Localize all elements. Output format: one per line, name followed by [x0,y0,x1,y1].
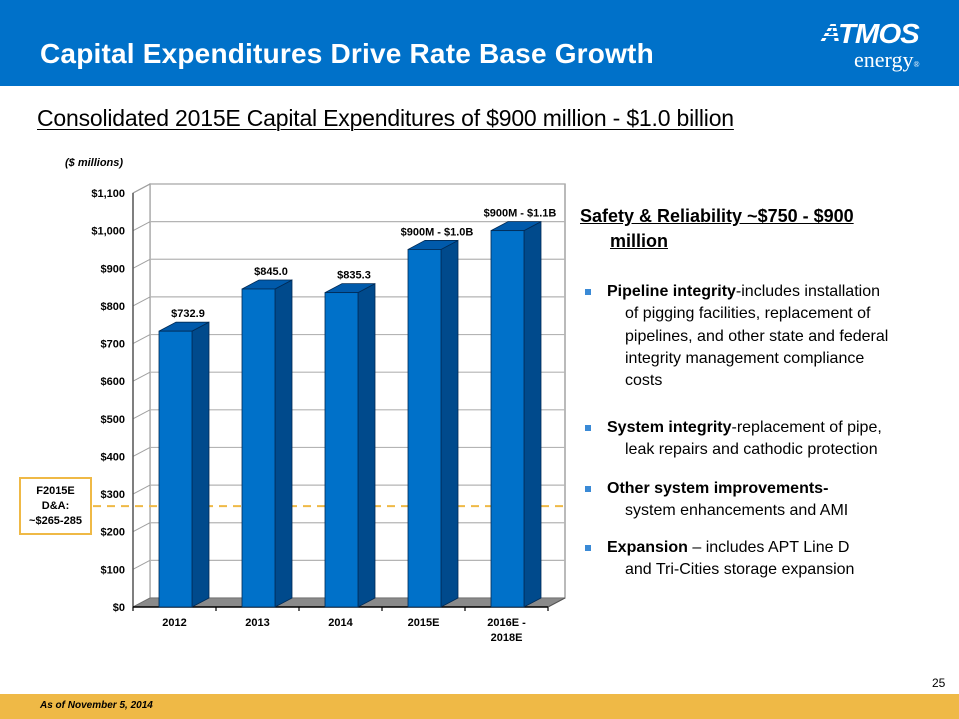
bar-value-label: $845.0 [254,266,288,278]
x-category-label: 2015E [408,617,440,629]
x-category-label: 2013 [245,617,269,629]
bullet-text: - [823,480,829,497]
logo-subtext: energy® [854,48,920,77]
logo-wordmark: ATMOS [820,18,920,49]
floor-edge [547,597,566,608]
bullet-text: costs [625,372,663,390]
bar-2012 [158,330,193,608]
gridline-side [132,258,151,269]
bullet-text: of pigging facilities, replacement of [625,305,871,323]
bullet-text: leak repairs and cathodic protection [625,441,878,459]
y-tick-label: $600 [101,376,125,388]
gridline-side [132,221,151,232]
y-tick-label: $100 [101,564,125,576]
da-label-text: ~$265-285 [29,515,82,527]
y-tick-label: $1,100 [91,188,125,200]
bar-side [357,282,376,608]
bullet-square-icon [585,289,591,295]
bullet-square-icon [585,425,591,431]
slide-subtitle: Consolidated 2015E Capital Expenditures … [37,105,734,131]
y-tick-label: $800 [101,301,125,313]
gridline-side [132,409,151,420]
footer-bar: As of November 5, 2014 [0,694,959,719]
gridline-side [132,183,151,194]
bullet-text: and Tri-Cities storage expansion [625,561,855,579]
chart-side-wall [132,183,151,608]
bar-side [274,279,293,608]
title-bar: Capital Expenditures Drive Rate Base Gro… [0,0,959,86]
registered-mark: ® [913,60,920,69]
logo-speed-lines-icon [818,26,840,46]
bar-side [191,321,210,608]
bullet-lead: Expansion [607,539,688,556]
y-tick-label: $1,000 [91,226,125,238]
y-tick-label: $0 [113,602,125,614]
bar-2014 [324,292,359,608]
x-category-label: 2018E [491,632,523,644]
bullet-square-icon [585,545,591,551]
bar-side [440,239,459,608]
atmos-energy-logo: ATMOS energy® [818,16,943,78]
x-category-label: 2012 [162,617,186,629]
bullet-expansion: Expansion – includes APT Line D and Tri-… [585,537,854,582]
bar-value-label: $835.3 [337,270,371,282]
page-number: 25 [932,676,946,690]
bar-2015e [407,249,442,608]
gridline-side [132,296,151,307]
heading-line-2: million [610,231,668,251]
bullet-text: system enhancements and AMI [625,502,849,520]
y-tick-label: $300 [101,489,125,501]
bullet-text: -includes installation [735,283,880,300]
bullet-lead: Other system improvements [607,480,824,497]
bullet-lead: System integrity [607,419,732,436]
bullet-text: -replacement of pipe, [731,419,882,436]
y-tick-label: $400 [101,451,125,463]
bar-value-label: $732.9 [171,308,205,320]
bar-value-label: $900M - $1.1B [484,208,557,220]
bar-2013 [241,288,276,608]
bar-side [523,220,542,608]
bullet-text: – includes APT Line D [687,539,850,556]
y-tick-label: $200 [101,527,125,539]
gridline-side [132,447,151,457]
bar-value-label: $900M - $1.0B [401,226,474,238]
da-label-text: F2015E [36,485,75,497]
bar-2016e-2018e [490,230,525,608]
x-category-label: 2016E - [487,617,526,629]
y-tick-label: $700 [101,339,125,351]
gridline-side [132,334,151,344]
bullet-lead: Pipeline integrity [607,283,736,300]
bullet-text: integrity management compliance [625,349,865,367]
y-tick-label: $900 [101,263,125,275]
bullet-other-system-improvements: Other system improvements- system enhanc… [585,478,848,523]
x-category-label: 2014 [328,617,353,629]
da-label-box [19,477,92,535]
bullet-system-integrity: System integrity-replacement of pipe, le… [585,417,882,462]
logo-sub-word: energy [854,47,914,72]
bullet-square-icon [585,486,591,492]
bullet-text: pipelines, and other state and federal [625,327,889,345]
capex-bar-chart: ($ millions) $0 $100 $200 $300 $400 $500 $600 $7… [19,157,566,644]
y-tick-label: $500 [101,414,125,426]
gridline-side [132,522,151,533]
as-of-date-note: As of November 5, 2014 [40,700,153,711]
da-label-text: D&A: [42,500,70,512]
gridline-side [132,559,151,570]
safety-reliability-heading: Safety & Reliability ~$750 - $900 millio… [580,204,854,254]
gridline-side [132,484,151,495]
unit-label: ($ millions) [65,157,123,169]
gridline-side [132,371,151,382]
bullet-pipeline-integrity: Pipeline integrity-includes installation… [585,281,888,392]
slide-title: Capital Expenditures Drive Rate Base Gro… [40,38,654,69]
heading-line-1: Safety & Reliability ~$750 - $900 [580,206,854,226]
